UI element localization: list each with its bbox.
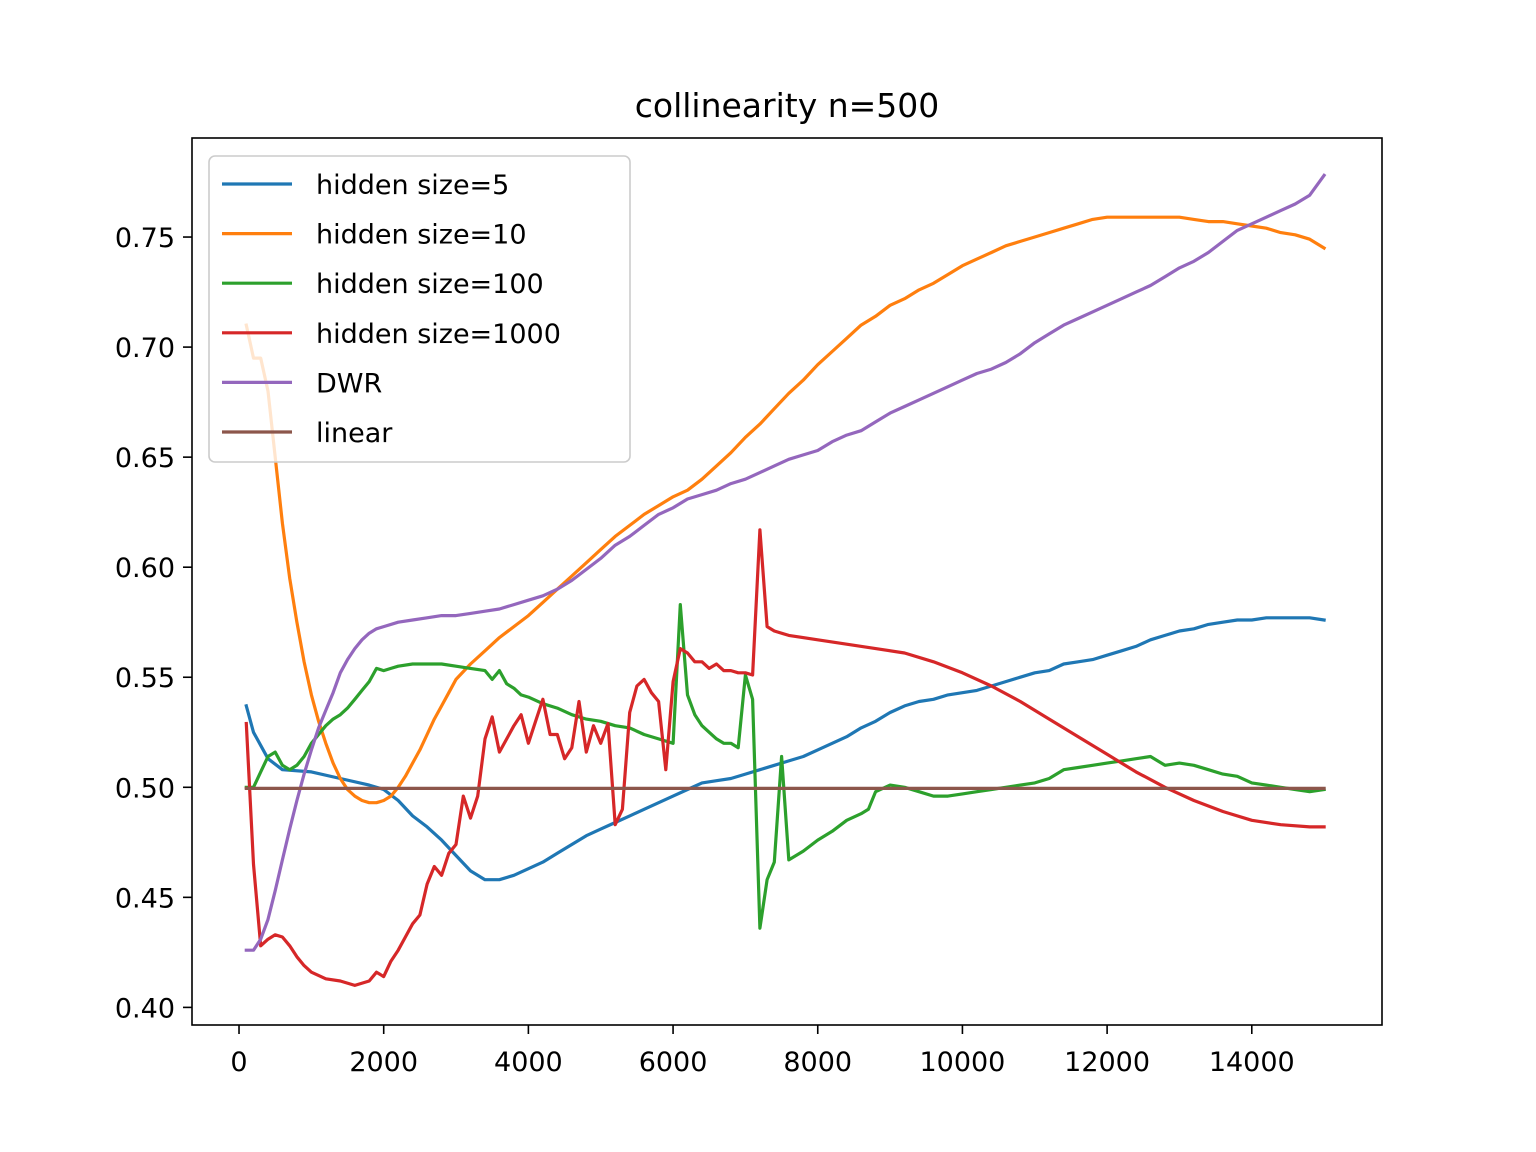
y-tick-label: 0.40 [115,993,175,1024]
y-axis: 0.40 0.45 0.50 0.55 0.60 0.65 0.70 0.75 [115,223,192,1024]
legend-label-2: hidden size=100 [316,269,544,300]
series-line-3 [244,528,1326,987]
x-tick-label: 0 [230,1047,247,1078]
x-tick-label: 2000 [349,1047,418,1078]
legend-label-4: DWR [316,368,382,399]
y-tick-label: 0.60 [115,553,175,584]
x-tick-label: 12000 [1064,1047,1150,1078]
x-tick-label: 10000 [919,1047,1005,1078]
legend-label-3: hidden size=1000 [316,319,561,350]
y-tick-label: 0.65 [115,443,175,474]
y-tick-label: 0.55 [115,663,175,694]
y-tick-label: 0.75 [115,223,175,254]
x-tick-label: 6000 [639,1047,708,1078]
x-axis: 0 2000 4000 6000 8000 10000 12000 14000 [230,1025,1295,1078]
x-tick-label: 4000 [494,1047,563,1078]
plot-frame [191,137,1383,1026]
legend-label-1: hidden size=10 [316,220,527,251]
legend: hidden size=5 hidden size=10 hidden size=1… [208,155,631,463]
legend-box [208,155,631,463]
chart-title: collinearity n=500 [635,86,940,125]
y-tick-label: 0.70 [115,333,175,364]
legend-label-0: hidden size=5 [316,170,509,201]
series-line-2 [244,603,1326,930]
plot-area [244,173,1327,987]
x-tick-label: 14000 [1209,1047,1295,1078]
series-layer [244,173,1327,987]
series-line-4 [244,173,1327,952]
series-line-0 [244,616,1326,882]
legend-label-5: linear [316,418,393,449]
x-tick-label: 8000 [783,1047,852,1078]
series-line-1 [244,215,1327,805]
y-tick-label: 0.45 [115,883,175,914]
y-tick-label: 0.50 [115,773,175,804]
